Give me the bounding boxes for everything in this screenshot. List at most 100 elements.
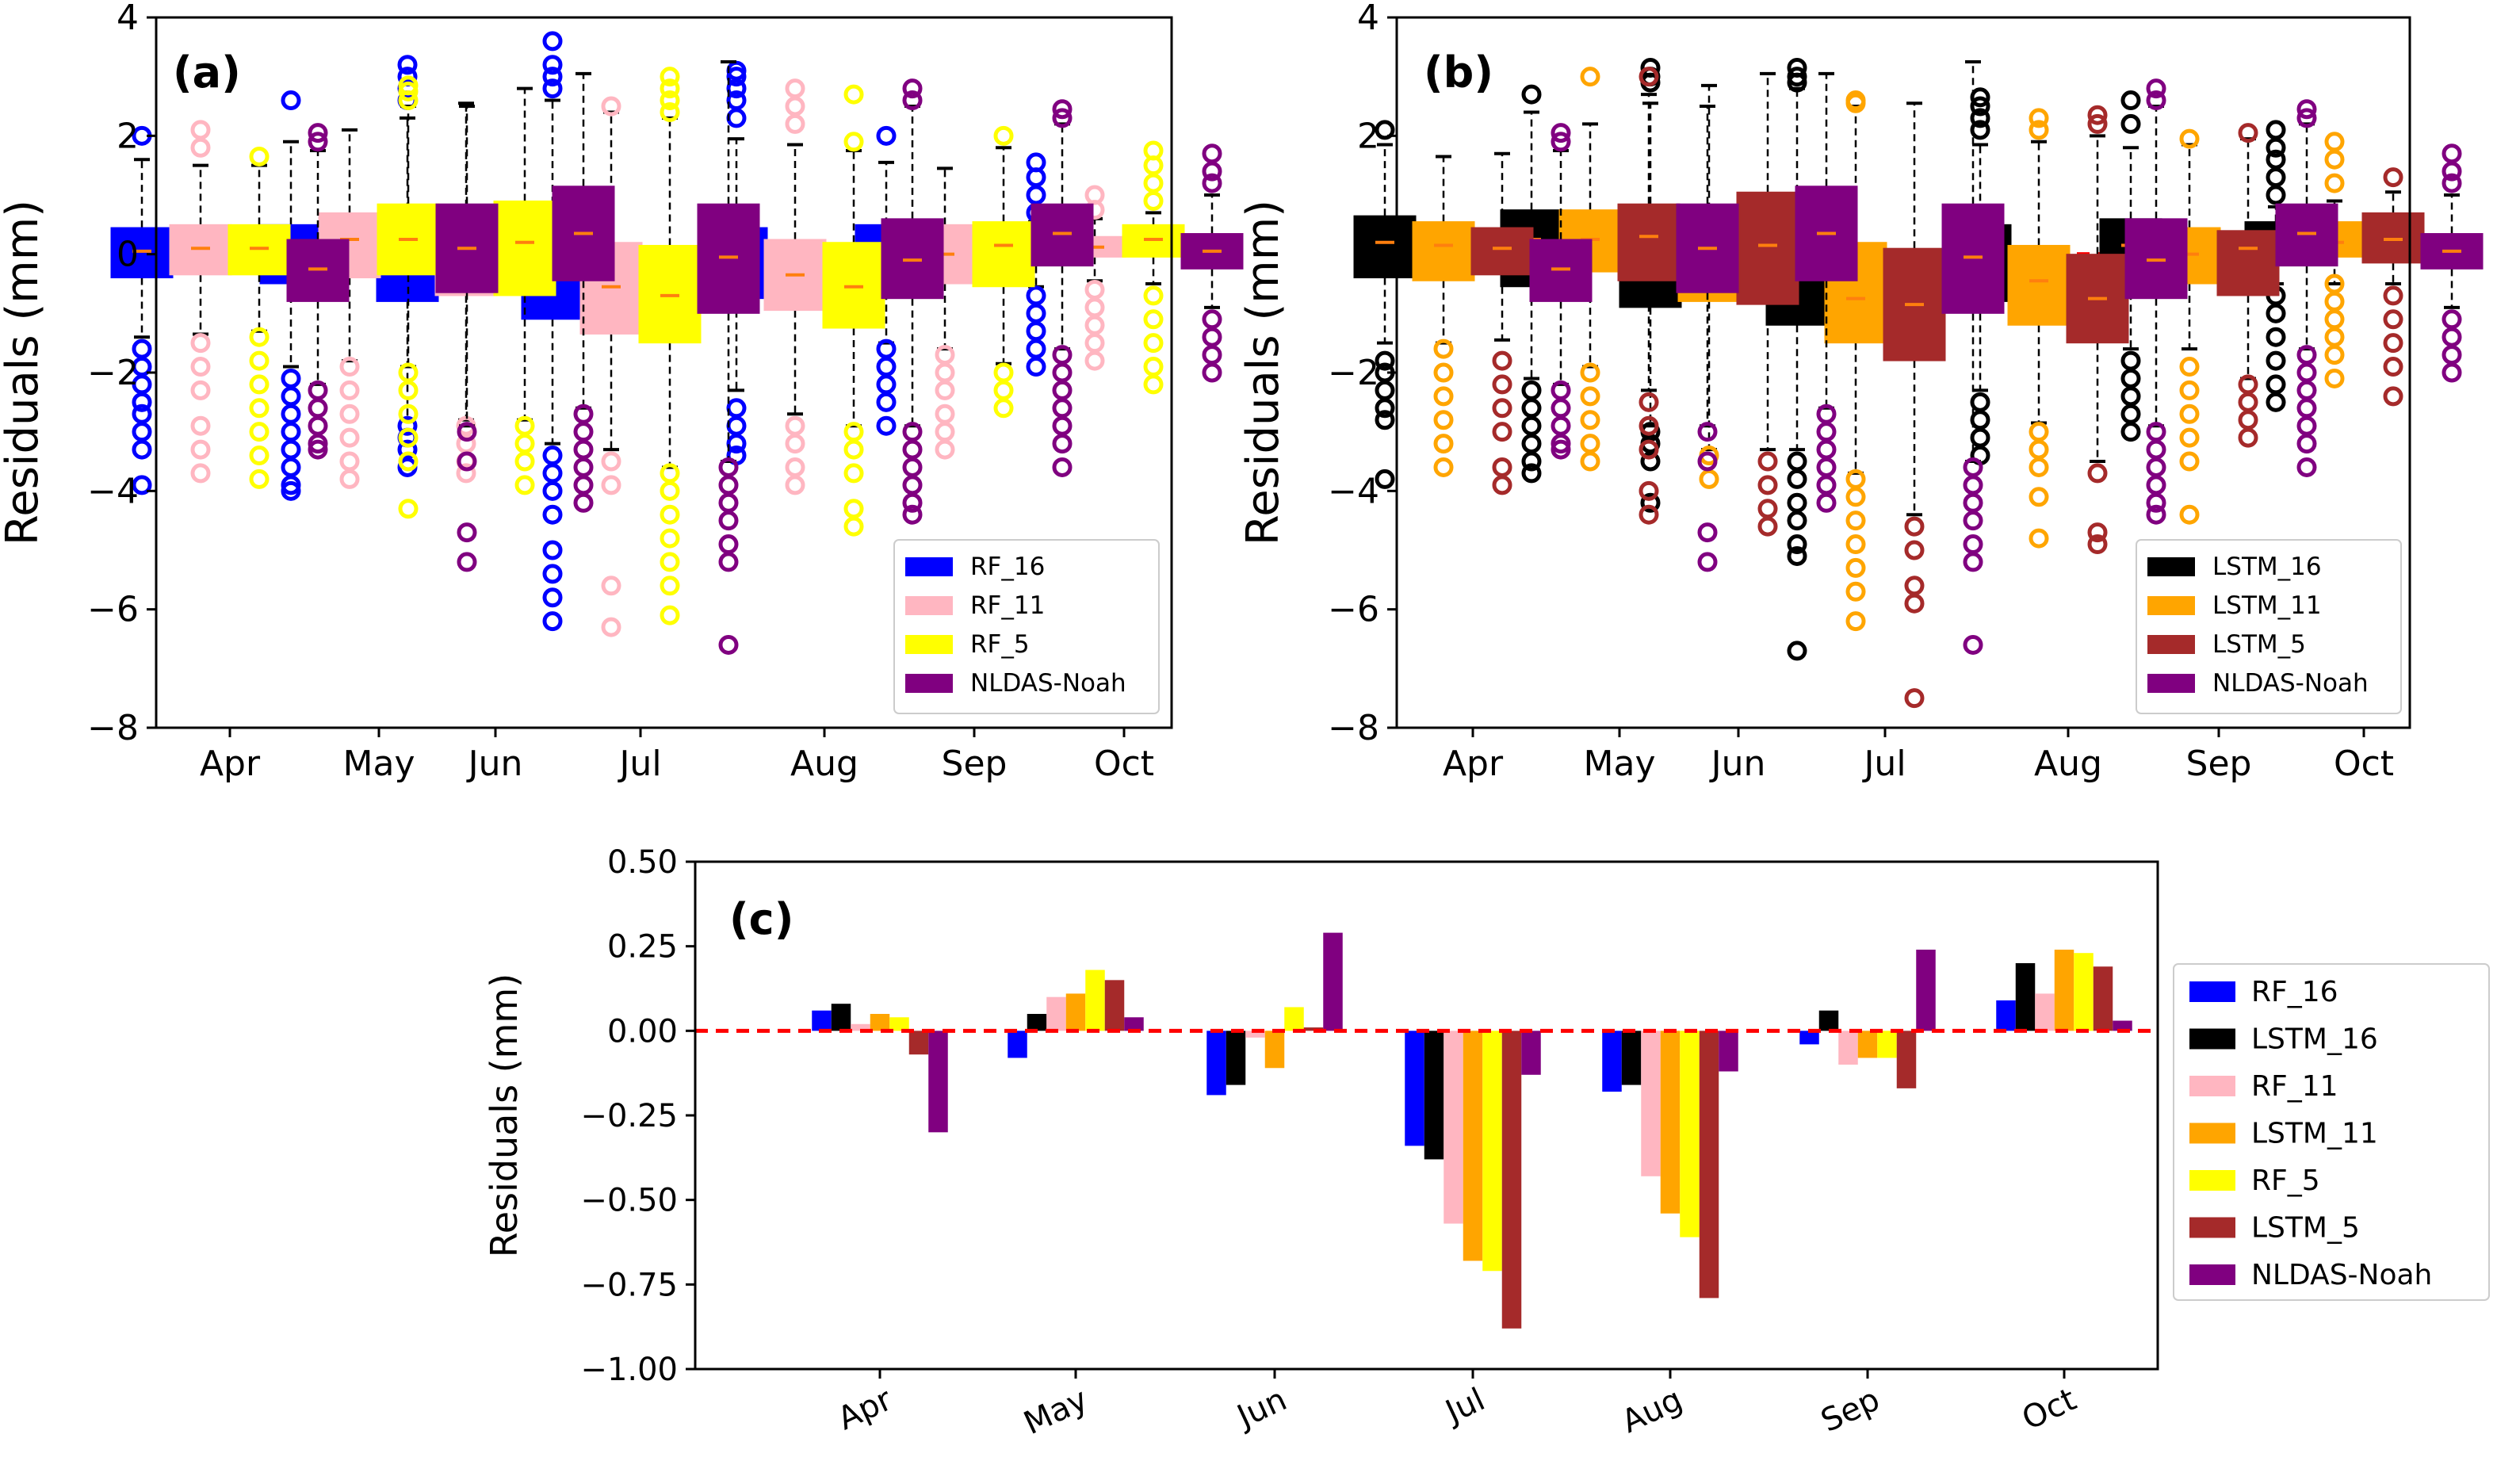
outlier-point [993, 380, 1014, 400]
bar-lstm_5-sep [1896, 1031, 1917, 1088]
box-lstm_5-apr [1470, 151, 1534, 495]
bar-nldas-noah-sep [1916, 949, 1936, 1031]
x-tick-label: Sep [942, 744, 1008, 784]
outlier-point [726, 398, 747, 419]
outlier-point [1551, 439, 1571, 460]
bar-lstm_11-apr [870, 1014, 890, 1031]
bar-lstm_11-jul [1463, 1031, 1483, 1261]
outlier-point [1845, 557, 1866, 578]
outlier-point [1433, 386, 1454, 407]
outlier-point [1433, 434, 1454, 454]
box-lstm_5-oct [2361, 167, 2425, 407]
outlier-point [993, 362, 1014, 383]
box-nldas-noah-aug [2124, 78, 2188, 525]
outlier-point [132, 439, 152, 460]
box-rf_11-aug [763, 78, 827, 495]
outlier-point [2266, 374, 2286, 395]
outlier-point [1580, 362, 1600, 383]
outlier-point [1433, 338, 1454, 359]
outlier-point [1640, 492, 1661, 513]
y-tick-label: 0.50 [607, 844, 678, 881]
y-tick-label: −4 [1328, 471, 1379, 511]
outlier-point [2120, 422, 2141, 442]
outlier-point [718, 534, 739, 555]
outlier-point [132, 392, 152, 412]
outlier-point [398, 380, 419, 400]
outlier-point [573, 439, 594, 460]
iqr-box [1736, 191, 1799, 305]
bar-rf_11-may [1046, 996, 1066, 1031]
outlier-point [2179, 427, 2200, 448]
bar-nldas-noah-aug [1719, 1031, 1738, 1072]
bar-rf_16-may [1008, 1031, 1027, 1058]
box-lstm_16-jul [1765, 57, 1829, 661]
box-lstm_5-jul [1883, 101, 1946, 709]
outlier-point [2296, 434, 2317, 454]
bar-nldas-noah-jul [1521, 1031, 1541, 1075]
bar-lstm_16-aug [1621, 1031, 1642, 1085]
outlier-point [1521, 380, 1542, 400]
outlier-point [542, 564, 563, 584]
outlier-point [2238, 123, 2258, 143]
outlier-point [2266, 327, 2286, 347]
outlier-point [1904, 688, 1925, 709]
outlier-point [398, 451, 419, 472]
outlier-point [2146, 90, 2166, 111]
x-tick-label: May [343, 744, 415, 784]
outlier-point [190, 333, 211, 354]
outlier-point [281, 439, 301, 460]
outlier-point [902, 504, 923, 525]
y-tick-label: −8 [1328, 708, 1379, 748]
outlier-point [1084, 185, 1105, 205]
outlier-point [542, 504, 563, 525]
outlier-point [1521, 434, 1542, 454]
outlier-point [935, 404, 955, 424]
y-tick-label: 0 [1357, 235, 1379, 275]
legend-label: LSTM_16 [2212, 553, 2322, 581]
outlier-point [660, 504, 680, 525]
box-lstm_11-sep [2158, 128, 2221, 525]
iqr-box [1353, 215, 1417, 279]
outlier-point [1375, 410, 1395, 430]
box-rf_16-jul [521, 31, 584, 632]
box-rf_5-may [377, 75, 440, 519]
outlier-point [1787, 534, 1807, 555]
outlier-point [1904, 576, 1925, 596]
outlier-point [1904, 593, 1925, 614]
iqr-box [493, 200, 556, 296]
box-nldas-noah-apr [286, 123, 350, 460]
outlier-point [308, 439, 328, 460]
outlier-point [398, 404, 419, 424]
outlier-point [843, 84, 864, 105]
legend-swatch-lstm_11 [2189, 1123, 2235, 1144]
outlier-point [281, 90, 301, 111]
box-rf_5-jun [493, 86, 556, 495]
x-tick-label: Apr [832, 1381, 898, 1437]
outlier-point [1492, 350, 1512, 371]
panel-label: (c) [729, 894, 793, 944]
legend-swatch-nldas-noah [2189, 1264, 2235, 1285]
bar-lstm_16-oct [2015, 963, 2036, 1031]
legend-swatch-rf_5 [905, 635, 953, 654]
box-nldas-noah-jul [697, 60, 760, 655]
outlier-point [1639, 67, 1659, 87]
outlier-point [2120, 350, 2141, 371]
outlier-point [1433, 410, 1454, 430]
outlier-point [2146, 457, 2166, 477]
outlier-point [339, 357, 360, 377]
outlier-point [2383, 357, 2403, 377]
box-rf_5-apr [228, 146, 291, 489]
panel-label: (b) [1424, 48, 1493, 98]
box-lstm_5-jun [1736, 71, 1799, 537]
outlier-point [281, 457, 301, 477]
outlier-point [660, 101, 680, 122]
outlier-point [2029, 108, 2049, 128]
outlier-point [2296, 108, 2317, 128]
outlier-point [1375, 469, 1395, 489]
outlier-point [843, 439, 864, 460]
outlier-point [1551, 398, 1571, 419]
outlier-point [190, 463, 211, 484]
box-lstm_11-jul [1824, 90, 1887, 632]
outlier-point [726, 90, 747, 111]
outlier-point [542, 446, 563, 466]
